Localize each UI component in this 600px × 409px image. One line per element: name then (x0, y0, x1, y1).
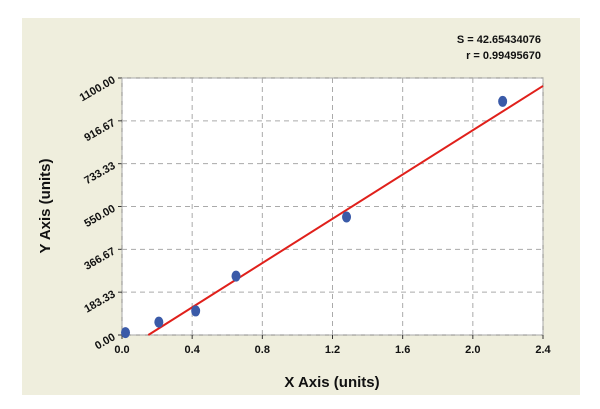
x-tick-label: 0.4 (185, 344, 201, 356)
annotation: S = 42.65434076 (457, 34, 541, 46)
x-tick-label: 1.6 (395, 344, 410, 356)
data-point (342, 211, 352, 223)
x-axis-title: X Axis (units) (284, 374, 379, 391)
x-tick-label: 1.2 (325, 344, 340, 356)
x-tick-label: 2.4 (535, 344, 551, 356)
annotation: r = 0.99495670 (466, 50, 541, 62)
data-point (498, 95, 508, 107)
y-axis-title: Y Axis (units) (37, 158, 54, 253)
data-point (191, 305, 201, 317)
data-point (154, 316, 164, 328)
data-point (121, 327, 131, 339)
x-tick-label: 0.0 (114, 344, 129, 356)
x-tick-label: 0.8 (255, 344, 270, 356)
fit-line (147, 85, 544, 336)
x-tick-label: 2.0 (465, 344, 480, 356)
data-point (231, 270, 241, 282)
